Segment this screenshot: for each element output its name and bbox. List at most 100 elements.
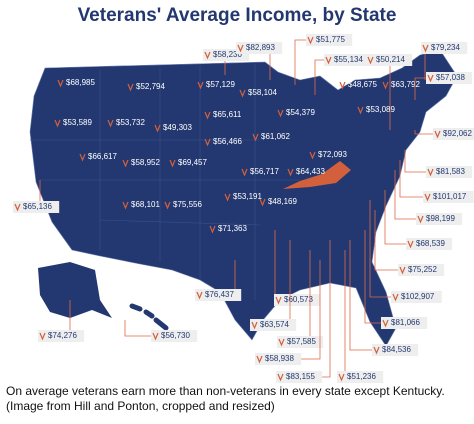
income-label: $68,539 xyxy=(416,239,445,248)
label-box xyxy=(372,344,419,356)
income-label: $58,938 xyxy=(265,354,294,363)
income-label: $81,583 xyxy=(436,167,465,176)
veteran-icon xyxy=(399,266,406,275)
veteran-icon xyxy=(367,56,374,65)
callout-line xyxy=(394,170,422,220)
veteran-icon xyxy=(164,201,171,210)
income-label: $60,573 xyxy=(284,295,313,304)
income-label: $98,199 xyxy=(426,214,455,223)
income-label: $51,236 xyxy=(347,372,376,381)
label-box xyxy=(274,294,321,306)
veteran-icon xyxy=(209,225,216,234)
callout-line xyxy=(399,160,429,198)
label-box xyxy=(236,42,283,54)
callout-line xyxy=(414,130,439,135)
income-label: $84,536 xyxy=(382,345,411,354)
income-label: $81,066 xyxy=(391,318,420,327)
label-box xyxy=(277,336,324,348)
veteran-icon xyxy=(309,151,316,160)
veteran-icon xyxy=(57,79,64,88)
veteran-icon xyxy=(325,56,332,65)
label-box xyxy=(337,371,384,383)
income-label: $56,717 xyxy=(250,167,279,176)
veteran-icon xyxy=(382,81,389,90)
veteran-icon xyxy=(204,138,211,147)
veteran-icon xyxy=(277,373,284,382)
veteran-icon xyxy=(39,332,46,341)
veteran-icon xyxy=(251,321,258,330)
veteran-icon xyxy=(197,81,204,90)
label-box xyxy=(391,291,442,303)
income-label: $58,952 xyxy=(131,158,160,167)
income-label: $49,303 xyxy=(163,123,192,132)
callout-line xyxy=(369,200,397,298)
veteran-icon xyxy=(382,319,389,328)
income-label: $71,363 xyxy=(218,224,247,233)
label-box xyxy=(423,191,474,203)
income-label: $57,129 xyxy=(206,80,235,89)
veteran-icon xyxy=(373,346,380,355)
label-box xyxy=(416,213,463,225)
veteran-icon xyxy=(152,332,159,341)
callout-line xyxy=(364,230,387,324)
income-label: $54,379 xyxy=(286,108,315,117)
label-box xyxy=(421,42,468,54)
income-label: $83,155 xyxy=(286,372,315,381)
label-box xyxy=(381,317,428,329)
income-label: $101,017 xyxy=(433,192,467,201)
income-label: $53,089 xyxy=(366,105,395,114)
income-label: $65,136 xyxy=(23,202,52,211)
callout-line xyxy=(384,190,412,245)
income-label: $63,792 xyxy=(391,80,420,89)
veteran-icon xyxy=(427,168,434,177)
income-label: $56,730 xyxy=(161,331,190,340)
veteran-icon xyxy=(154,124,161,133)
veteran-icon xyxy=(127,83,134,92)
label-box xyxy=(195,289,242,301)
veteran-icon xyxy=(54,119,61,128)
veteran-icon xyxy=(307,36,314,45)
income-label: $92,062 xyxy=(443,129,472,138)
veteran-icon xyxy=(224,193,231,202)
veteran-icon xyxy=(422,44,429,53)
income-label: $75,556 xyxy=(173,200,202,209)
caption: On average veterans earn more than non-v… xyxy=(6,384,445,413)
veteran-icon xyxy=(434,130,441,139)
veteran-icon xyxy=(278,338,285,347)
income-label: $57,585 xyxy=(287,337,316,346)
income-label: $58,104 xyxy=(248,88,277,97)
label-box xyxy=(366,54,413,66)
veteran-icon xyxy=(252,133,259,142)
income-label: $53,191 xyxy=(233,192,262,201)
income-label: $102,907 xyxy=(401,292,435,301)
veteran-icon xyxy=(14,203,21,212)
label-box xyxy=(324,54,371,66)
label-box xyxy=(250,319,297,331)
veteran-icon xyxy=(169,159,176,168)
veteran-icon xyxy=(275,296,282,305)
veteran-icon xyxy=(122,201,129,210)
veteran-icon xyxy=(339,81,346,90)
alaska xyxy=(38,262,112,318)
income-label: $53,589 xyxy=(63,118,92,127)
callout-line xyxy=(374,210,404,271)
veteran-icon xyxy=(357,106,364,115)
label-box xyxy=(255,353,302,365)
income-label: $66,617 xyxy=(88,152,117,161)
label-box xyxy=(426,166,473,178)
veteran-icon xyxy=(237,44,244,53)
income-label: $64,433 xyxy=(296,167,325,176)
income-label: $74,276 xyxy=(48,331,77,340)
income-label: $48,169 xyxy=(268,197,297,206)
kentucky xyxy=(283,161,351,189)
income-label: $82,893 xyxy=(246,43,275,52)
income-label: $79,234 xyxy=(431,43,460,52)
label-box xyxy=(406,238,453,250)
veteran-icon xyxy=(417,215,424,224)
veteran-icon xyxy=(259,198,266,207)
label-box xyxy=(306,34,353,46)
labels: $68,985 $52,794 $57,129 $58,230 $82,893 $51,7… xyxy=(13,34,474,383)
income-label: $50,214 xyxy=(376,55,405,64)
label-box xyxy=(433,128,474,140)
